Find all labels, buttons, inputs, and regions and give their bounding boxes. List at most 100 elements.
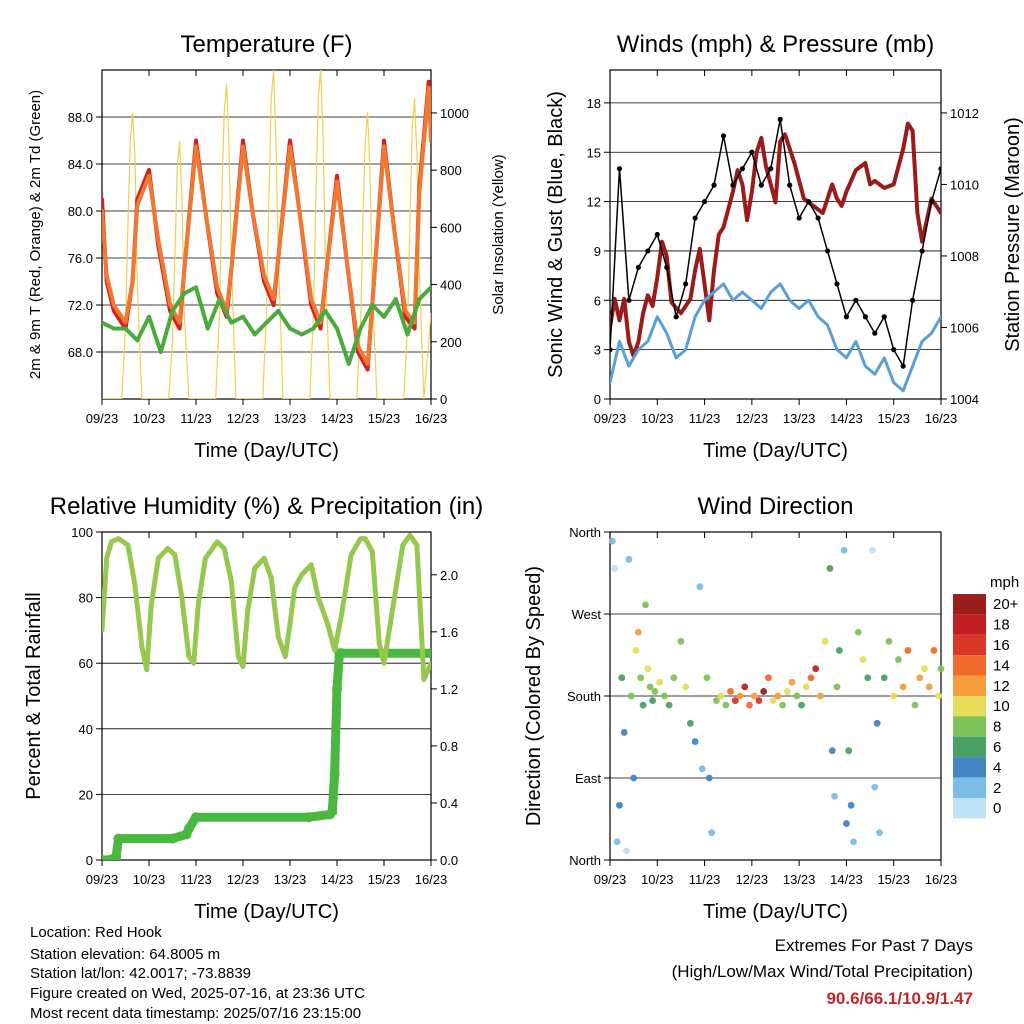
colorbar-swatch [953, 716, 986, 737]
plot-area [102, 70, 431, 399]
data-point [429, 285, 431, 290]
winds-pressure-panel: 0 3 6 9 12 15 18 1004 1006 1008 1010 1012 09/23 10/23… [545, 31, 1024, 462]
data-point [135, 338, 140, 343]
data-point [182, 291, 187, 296]
colorbar-title: mph [990, 574, 1019, 591]
data-point [853, 297, 859, 303]
data-point [712, 697, 720, 704]
data-point [755, 697, 763, 704]
data-point [711, 182, 717, 188]
data-point [288, 326, 292, 331]
y-right-tick-label: 0.0 [440, 853, 458, 868]
colorbar-label: 6 [993, 739, 1001, 756]
data-point [871, 783, 879, 791]
data-point [765, 674, 772, 682]
y-tick-label: 88.0 [68, 110, 93, 125]
data-point [821, 637, 829, 645]
data-point [925, 683, 933, 691]
x-tick-label: 10/23 [133, 872, 166, 887]
y-right-tick-label: 800 [440, 163, 462, 178]
data-point [111, 852, 122, 860]
series-total-precipitation [102, 648, 431, 860]
data-point [670, 674, 678, 682]
y-right-tick-label: 1.6 [440, 625, 458, 640]
data-point [717, 692, 725, 700]
data-point [183, 823, 194, 834]
y-right-tick-label: 0.4 [440, 796, 458, 811]
data-point [703, 674, 711, 682]
station-info: Location: Red Hook Station elevation: 64… [30, 924, 365, 1022]
x-tick-label: 13/23 [274, 872, 307, 887]
plot-frame [101, 531, 432, 861]
y-tick-label: 15 [587, 145, 601, 160]
data-point [613, 838, 621, 846]
data-point [869, 546, 876, 554]
colorbar-swatch [953, 696, 986, 717]
colorbar-swatch [953, 655, 986, 676]
data-point [916, 674, 924, 682]
y-tick-label: 68.0 [68, 345, 93, 360]
data-point [720, 133, 727, 139]
x-tick-label: 15/23 [877, 872, 910, 887]
data-point [793, 692, 801, 700]
extremes-block: Extremes For Past 7 Days (High/Low/Max W… [672, 936, 973, 1008]
data-point [881, 314, 887, 320]
data-point [828, 747, 836, 755]
y-right-tick-label: 600 [440, 220, 462, 235]
data-point [241, 314, 245, 319]
humidity-precip-panel: 0 20 40 60 80 100 0.0 0.4 0.8 1.2 1.6 2.0 09/23 10/23… [23, 493, 483, 923]
x-tick-label: 12/23 [736, 411, 769, 426]
data-point [329, 769, 340, 780]
data-point [644, 665, 652, 673]
y-axis-label: Direction (Colored By Speed) [523, 566, 545, 826]
data-point [426, 648, 431, 659]
y-tick-label: 18 [587, 96, 601, 111]
data-point [904, 647, 912, 654]
data-point [705, 774, 713, 782]
extremes-values: 90.6/66.1/10.9/1.47 [826, 989, 973, 1008]
series-gust [610, 118, 941, 367]
data-point [616, 166, 623, 172]
data-point [393, 297, 398, 302]
data-point [854, 628, 862, 636]
colorbar-label: 4 [993, 759, 1001, 776]
chart-title: Relative Humidity (%) & Precipitation (i… [50, 493, 483, 520]
data-point [845, 747, 853, 755]
y-tick-label: 20 [79, 787, 93, 802]
y-tick-label: 72.0 [68, 298, 93, 313]
y-tick-label: 0 [594, 392, 601, 407]
data-point [634, 628, 642, 636]
data-point [930, 647, 938, 654]
chart-title: Wind Direction [697, 493, 853, 520]
data-point [158, 350, 163, 354]
y-tick-label: East [575, 771, 601, 786]
data-point [217, 297, 222, 302]
y-tick-label: South [567, 689, 601, 704]
data-point [862, 314, 868, 320]
x-tick-label: 10/23 [641, 411, 674, 426]
y-right-tick-label: 1008 [950, 249, 979, 264]
data-point [382, 314, 386, 319]
data-point [885, 637, 893, 645]
data-point [691, 738, 699, 745]
data-point [843, 820, 850, 827]
data-point [843, 314, 850, 320]
speed-colorbar: mph 20+ 18 16 14 12 10 8 6 4 2 0 [953, 574, 1019, 819]
data-point [616, 801, 623, 809]
data-point [779, 701, 786, 709]
data-point [787, 182, 793, 188]
data-point [123, 326, 128, 331]
y-tick-label: 12 [587, 195, 601, 210]
data-point [696, 583, 704, 591]
data-point [665, 701, 673, 709]
data-point [660, 692, 668, 700]
data-point [332, 683, 342, 694]
data-point [880, 674, 888, 682]
data-point [677, 637, 685, 645]
data-point [835, 647, 843, 654]
data-point [731, 697, 739, 704]
x-tick-label: 10/23 [133, 411, 166, 426]
x-tick-label: 15/23 [368, 872, 401, 887]
data-point [194, 285, 198, 290]
x-tick-label: 14/23 [321, 872, 354, 887]
